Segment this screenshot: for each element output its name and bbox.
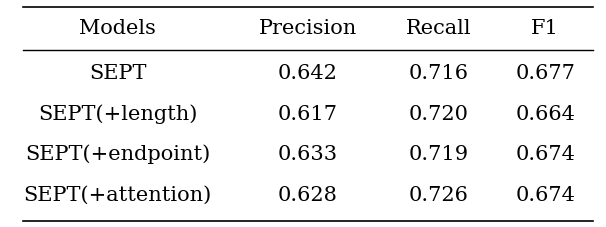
Text: 0.628: 0.628 (278, 185, 338, 204)
Text: SEPT(+length): SEPT(+length) (38, 104, 198, 123)
Text: SEPT: SEPT (89, 64, 147, 83)
Text: 0.642: 0.642 (278, 64, 338, 83)
Text: 0.674: 0.674 (515, 144, 575, 163)
Text: F1: F1 (531, 19, 559, 38)
Text: 0.633: 0.633 (278, 144, 338, 163)
Text: 0.674: 0.674 (515, 185, 575, 204)
Text: Models: Models (79, 19, 156, 38)
Text: 0.716: 0.716 (408, 64, 468, 83)
Text: 0.726: 0.726 (408, 185, 468, 204)
Text: SEPT(+endpoint): SEPT(+endpoint) (25, 144, 210, 164)
Text: Recall: Recall (405, 19, 471, 38)
Text: 0.677: 0.677 (515, 64, 575, 83)
Text: 0.617: 0.617 (278, 104, 338, 123)
Text: 0.664: 0.664 (515, 104, 575, 123)
Text: 0.719: 0.719 (408, 144, 468, 163)
Text: SEPT(+attention): SEPT(+attention) (24, 185, 212, 204)
Text: 0.720: 0.720 (408, 104, 468, 123)
Text: Precision: Precision (259, 19, 357, 38)
